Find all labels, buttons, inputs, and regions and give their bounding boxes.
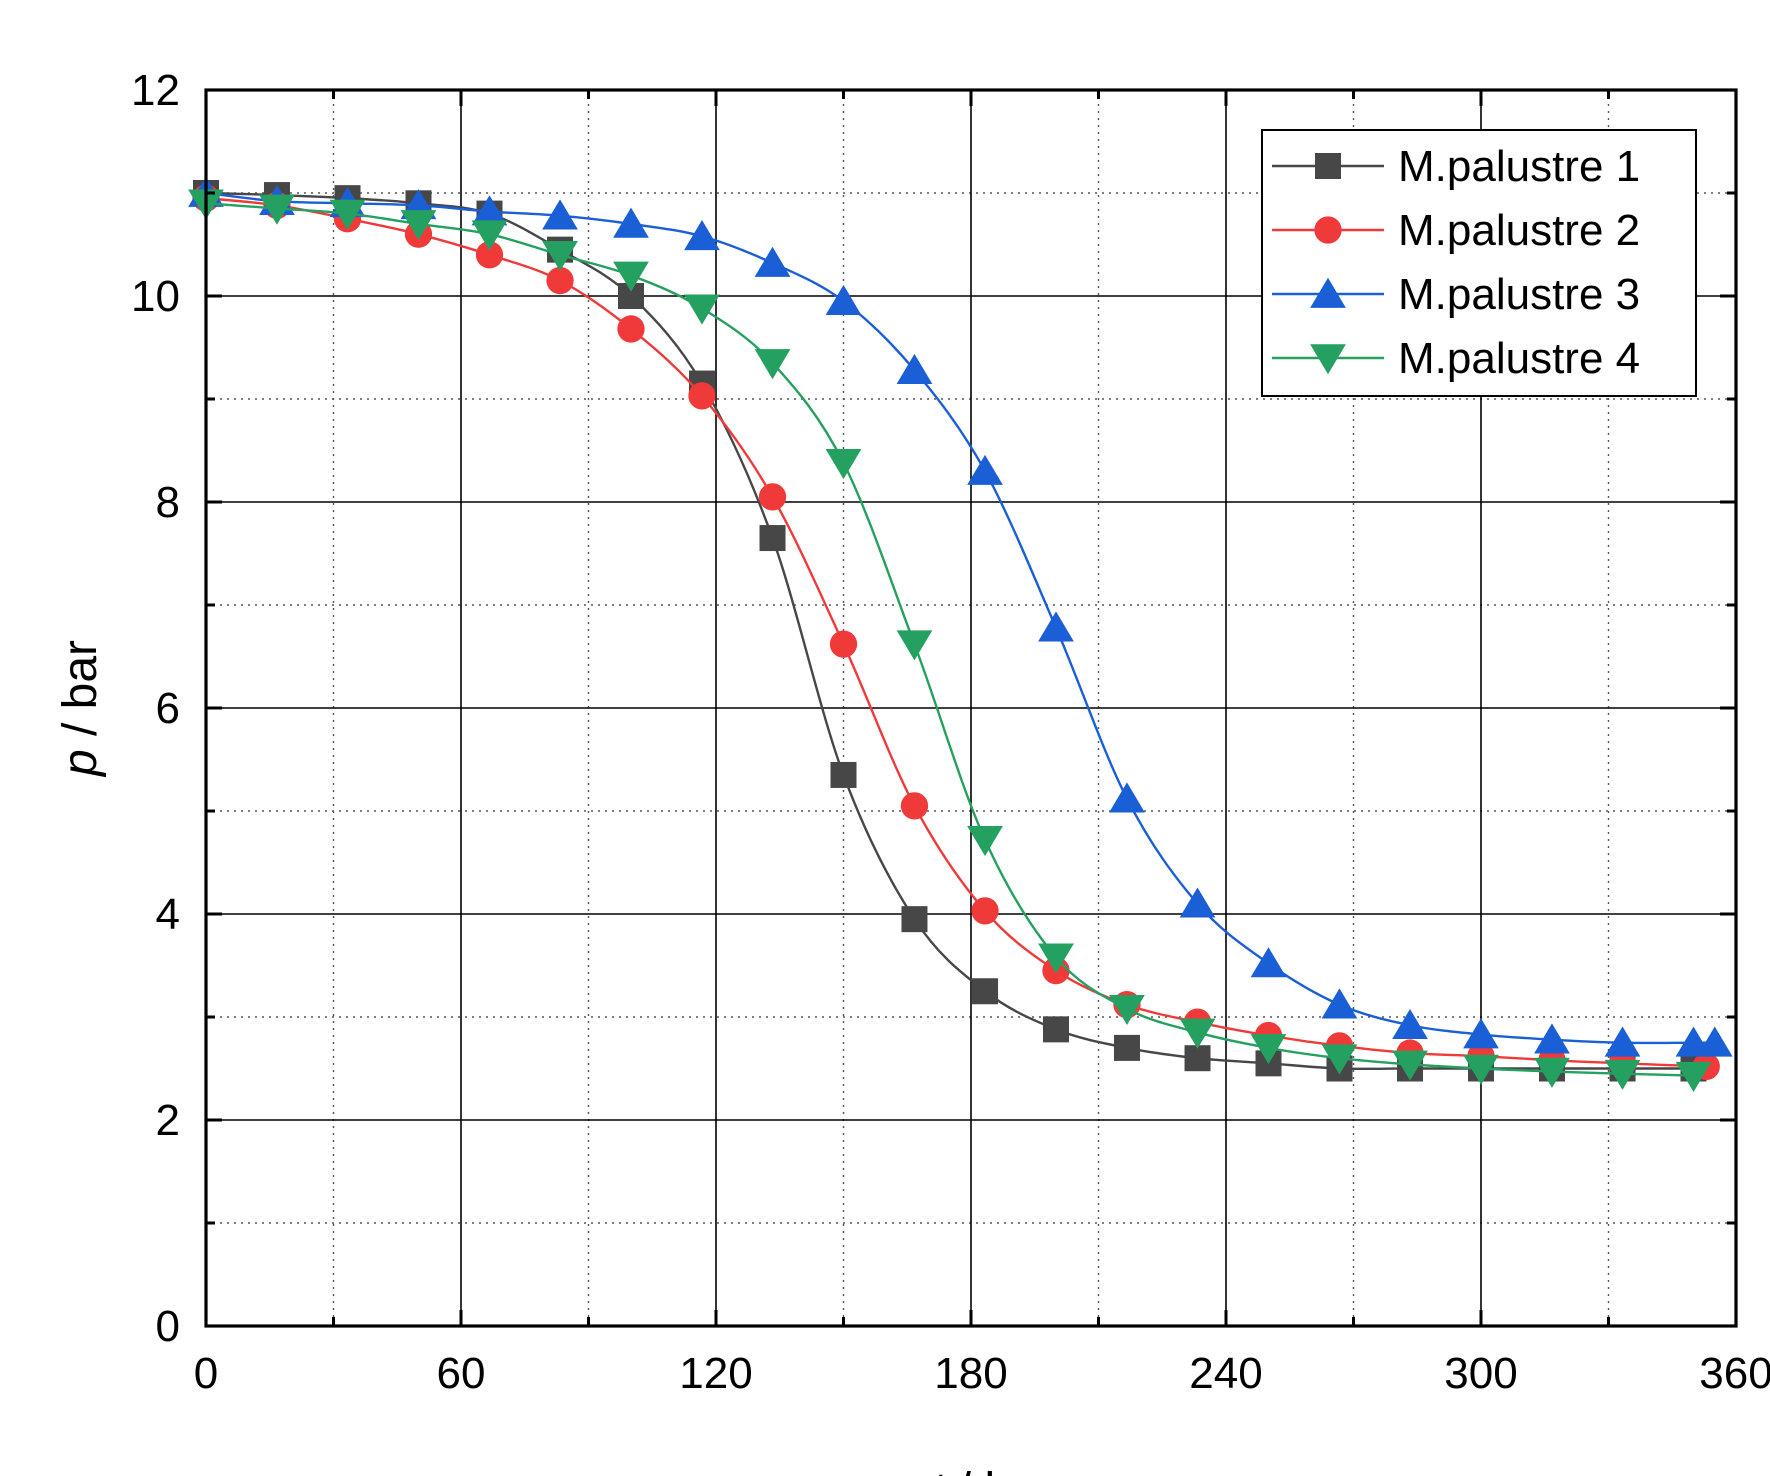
data-point <box>1392 1008 1428 1040</box>
legend-marker <box>1310 344 1346 375</box>
series-layer <box>188 176 1733 1092</box>
data-point <box>825 284 862 315</box>
data-point <box>1179 1018 1216 1049</box>
legend-marker <box>1314 216 1342 244</box>
legend-item: M.palustre 2 <box>1272 206 1640 255</box>
y-tick-label: 0 <box>156 1302 180 1351</box>
data-point <box>1038 611 1074 642</box>
data-point <box>754 349 791 380</box>
legend-item: M.palustre 4 <box>1272 334 1640 383</box>
data-point <box>758 483 787 511</box>
legend-item: M.palustre 3 <box>1272 270 1640 319</box>
data-point <box>1675 1061 1712 1092</box>
data-point <box>1534 1057 1570 1088</box>
data-point <box>471 195 508 226</box>
data-point <box>688 382 716 410</box>
y-tick-label: 8 <box>156 478 180 527</box>
data-point <box>617 315 645 343</box>
data-point <box>967 826 1003 857</box>
x-tick-label: 60 <box>437 1349 486 1398</box>
data-point <box>1463 1018 1499 1049</box>
data-point <box>972 978 999 1005</box>
data-point <box>1534 1023 1570 1054</box>
y-tick-label: 6 <box>156 684 180 733</box>
data-point <box>896 353 933 384</box>
x-tick-label: 300 <box>1444 1349 1517 1398</box>
data-point <box>684 294 720 325</box>
data-point <box>1113 1034 1140 1061</box>
data-point <box>1038 943 1074 974</box>
tick-labels: 0 60 120 180 240 300 360 0 2 4 6 8 10 12 <box>131 66 1770 1398</box>
legend-marker <box>1315 153 1341 179</box>
data-point <box>475 241 504 269</box>
data-point <box>1179 887 1216 918</box>
data-point <box>1109 994 1145 1026</box>
legend-label: M.palustre 1 <box>1398 142 1640 191</box>
x-tick-label: 180 <box>934 1349 1007 1398</box>
data-point <box>901 906 928 933</box>
y-axis-title: p / bar <box>54 640 107 778</box>
data-point <box>754 246 791 277</box>
data-point <box>1604 1059 1641 1090</box>
data-point <box>1321 1044 1358 1075</box>
legend-item: M.palustre 1 <box>1272 142 1640 191</box>
y-tick-label: 12 <box>131 66 180 115</box>
data-point <box>896 630 933 661</box>
data-point <box>1392 1050 1428 1081</box>
legend-label: M.palustre 2 <box>1398 206 1640 255</box>
data-point <box>1463 1054 1499 1085</box>
data-point <box>613 261 649 292</box>
legend-label: M.palustre 4 <box>1398 334 1640 383</box>
plot-frame <box>204 88 1738 1328</box>
data-point <box>329 199 366 230</box>
y-tick-label: 10 <box>131 272 180 321</box>
data-point <box>900 792 929 820</box>
data-point <box>967 454 1003 485</box>
data-point <box>1696 1026 1733 1057</box>
data-point <box>830 761 857 788</box>
legend-marker <box>1310 277 1346 308</box>
data-point <box>1043 1016 1069 1043</box>
data-point <box>759 525 786 552</box>
legend-label: M.palustre 3 <box>1398 270 1640 319</box>
x-tick-label: 120 <box>679 1349 752 1398</box>
data-point <box>825 449 862 480</box>
x-tick-label: 0 <box>194 1349 218 1398</box>
data-point <box>1604 1026 1641 1057</box>
data-point <box>684 220 720 251</box>
legend: M.palustre 1 M.palustre 2 M.palustre 3 M.pa… <box>1261 129 1697 397</box>
data-point <box>613 207 649 238</box>
data-point <box>829 630 858 658</box>
x-tick-label: 360 <box>1699 1349 1770 1398</box>
data-point <box>471 220 508 251</box>
data-point <box>1109 782 1145 813</box>
data-point <box>971 897 999 925</box>
data-point <box>1184 1045 1211 1072</box>
data-point <box>1250 1034 1287 1065</box>
y-tick-label: 4 <box>156 890 180 939</box>
x-tick-label: 240 <box>1189 1349 1262 1398</box>
data-point <box>259 194 295 225</box>
data-point <box>400 210 437 241</box>
data-point <box>542 199 578 230</box>
x-axis-title: t / h <box>931 1464 1011 1476</box>
data-point <box>1321 988 1358 1019</box>
series-4 <box>188 189 1712 1092</box>
data-point <box>1250 947 1287 978</box>
y-tick-label: 2 <box>156 1096 180 1145</box>
data-point <box>542 240 578 272</box>
data-point <box>546 266 574 295</box>
